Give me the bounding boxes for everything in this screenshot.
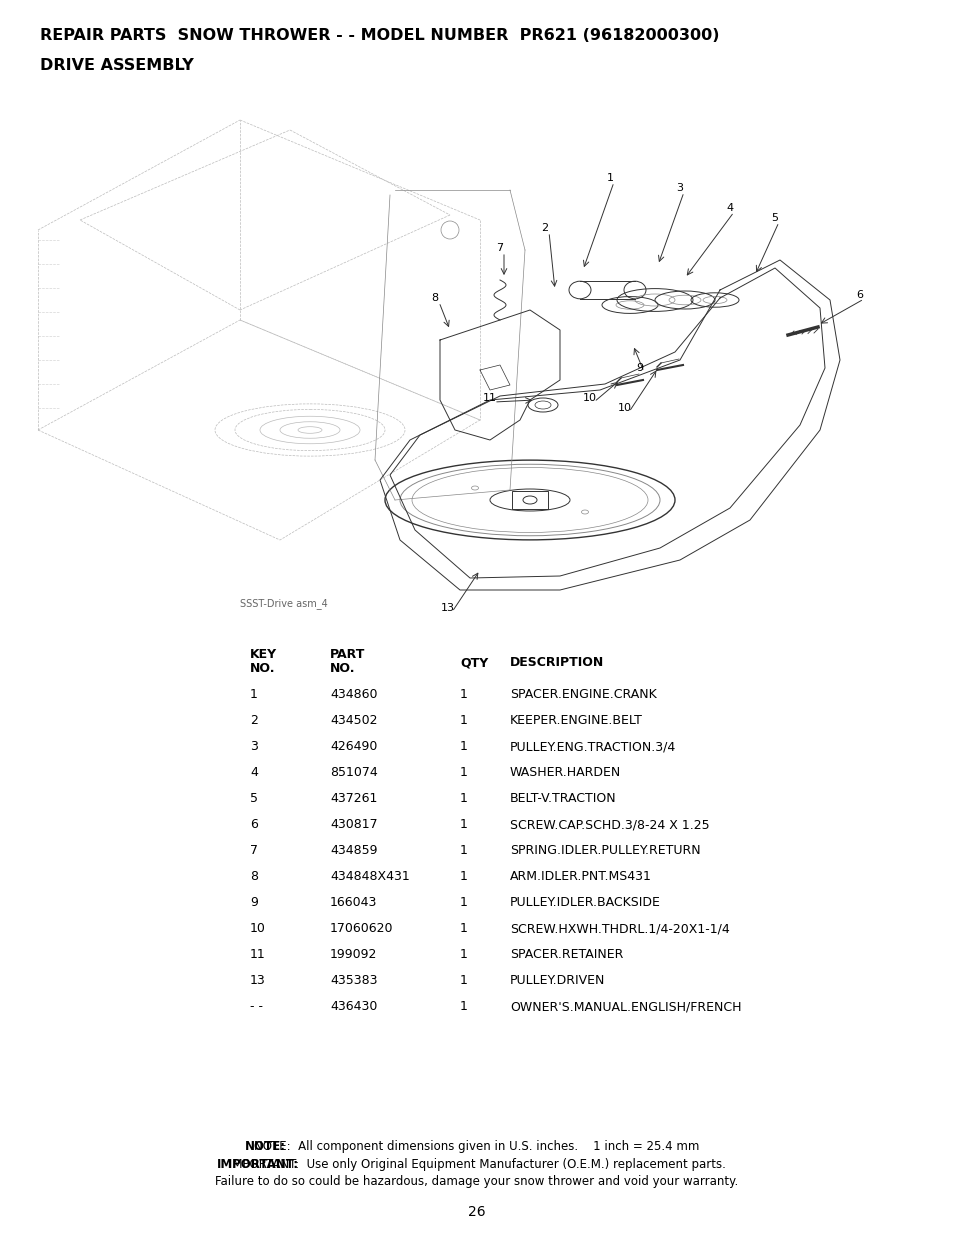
Text: 5: 5 [771, 212, 778, 224]
Text: 435383: 435383 [330, 974, 377, 987]
Text: 17060620: 17060620 [330, 923, 393, 935]
Text: SPRING.IDLER.PULLEY.RETURN: SPRING.IDLER.PULLEY.RETURN [510, 844, 700, 857]
Text: 2: 2 [541, 224, 548, 233]
Text: 437261: 437261 [330, 792, 377, 805]
Text: Failure to do so could be hazardous, damage your snow thrower and void your warr: Failure to do so could be hazardous, dam… [215, 1174, 738, 1188]
Text: PULLEY.IDLER.BACKSIDE: PULLEY.IDLER.BACKSIDE [510, 897, 660, 909]
Text: 3: 3 [676, 183, 682, 193]
Text: 1: 1 [250, 688, 257, 701]
Text: 1: 1 [459, 766, 467, 779]
Text: 7: 7 [250, 844, 257, 857]
Text: SCREW.CAP.SCHD.3/8-24 X 1.25: SCREW.CAP.SCHD.3/8-24 X 1.25 [510, 818, 709, 831]
Text: SPACER.RETAINER: SPACER.RETAINER [510, 948, 622, 961]
Text: 2: 2 [250, 714, 257, 727]
Text: IMPORTANT:  Use only Original Equipment Manufacturer (O.E.M.) replacement parts.: IMPORTANT: Use only Original Equipment M… [229, 1158, 724, 1171]
Bar [512, 492, 547, 509]
Text: 1: 1 [459, 818, 467, 831]
Text: OWNER'S.MANUAL.ENGLISH/FRENCH: OWNER'S.MANUAL.ENGLISH/FRENCH [510, 1000, 740, 1013]
Text: 426490: 426490 [330, 740, 377, 753]
Text: 10: 10 [250, 923, 266, 935]
Text: 5: 5 [250, 792, 257, 805]
Text: WASHER.HARDEN: WASHER.HARDEN [510, 766, 620, 779]
Text: KEEPER.ENGINE.BELT: KEEPER.ENGINE.BELT [510, 714, 642, 727]
Text: 434848X431: 434848X431 [330, 869, 410, 883]
Text: PART: PART [330, 648, 365, 661]
Text: 4: 4 [250, 766, 257, 779]
Text: 26: 26 [468, 1205, 485, 1219]
Text: PULLEY.DRIVEN: PULLEY.DRIVEN [510, 974, 605, 987]
Text: 1: 1 [459, 897, 467, 909]
Text: 10: 10 [618, 403, 631, 412]
Text: 1: 1 [459, 792, 467, 805]
Text: 1: 1 [459, 974, 467, 987]
Text: 11: 11 [482, 393, 497, 403]
Text: NO.: NO. [250, 662, 275, 676]
Text: PULLEY.ENG.TRACTION.3/4: PULLEY.ENG.TRACTION.3/4 [510, 740, 676, 753]
Text: 166043: 166043 [330, 897, 377, 909]
Text: NO.: NO. [330, 662, 355, 676]
Text: 436430: 436430 [330, 1000, 377, 1013]
Text: 13: 13 [440, 603, 455, 613]
Text: 434859: 434859 [330, 844, 377, 857]
Text: 6: 6 [856, 290, 862, 300]
Text: KEY: KEY [250, 648, 276, 661]
Text: 13: 13 [250, 974, 266, 987]
Text: BELT-V.TRACTION: BELT-V.TRACTION [510, 792, 616, 805]
Text: 8: 8 [431, 293, 438, 303]
Text: 1: 1 [459, 923, 467, 935]
Text: - -: - - [250, 1000, 263, 1013]
Text: SPACER.ENGINE.CRANK: SPACER.ENGINE.CRANK [510, 688, 656, 701]
Text: 1: 1 [459, 740, 467, 753]
Text: 199092: 199092 [330, 948, 377, 961]
Text: 430817: 430817 [330, 818, 377, 831]
Text: 1: 1 [459, 688, 467, 701]
Text: 9: 9 [636, 363, 643, 373]
Text: 851074: 851074 [330, 766, 377, 779]
Text: NOTE:: NOTE: [245, 1140, 286, 1153]
Text: 1: 1 [459, 869, 467, 883]
Text: ARM.IDLER.PNT.MS431: ARM.IDLER.PNT.MS431 [510, 869, 651, 883]
Text: 10: 10 [582, 393, 597, 403]
Text: 9: 9 [250, 897, 257, 909]
Text: 6: 6 [250, 818, 257, 831]
Text: 3: 3 [250, 740, 257, 753]
Text: 1: 1 [459, 948, 467, 961]
Text: 434502: 434502 [330, 714, 377, 727]
Text: 8: 8 [250, 869, 257, 883]
Text: 7: 7 [496, 243, 503, 253]
Text: 4: 4 [725, 203, 733, 212]
Text: 1: 1 [459, 844, 467, 857]
Text: 1: 1 [606, 173, 613, 183]
Text: DRIVE ASSEMBLY: DRIVE ASSEMBLY [40, 58, 193, 73]
Text: IMPORTANT:: IMPORTANT: [216, 1158, 299, 1171]
Text: NOTE:  All component dimensions given in U.S. inches.    1 inch = 25.4 mm: NOTE: All component dimensions given in … [254, 1140, 699, 1153]
Text: 11: 11 [250, 948, 266, 961]
Text: SCREW.HXWH.THDRL.1/4-20X1-1/4: SCREW.HXWH.THDRL.1/4-20X1-1/4 [510, 923, 729, 935]
Text: SSST-Drive asm_4: SSST-Drive asm_4 [240, 598, 328, 609]
Text: 434860: 434860 [330, 688, 377, 701]
Text: 1: 1 [459, 714, 467, 727]
Text: QTY: QTY [459, 656, 488, 669]
Text: DESCRIPTION: DESCRIPTION [510, 656, 603, 669]
Text: REPAIR PARTS  SNOW THROWER - - MODEL NUMBER  PR621 (96182000300): REPAIR PARTS SNOW THROWER - - MODEL NUMB… [40, 28, 719, 43]
Text: 1: 1 [459, 1000, 467, 1013]
